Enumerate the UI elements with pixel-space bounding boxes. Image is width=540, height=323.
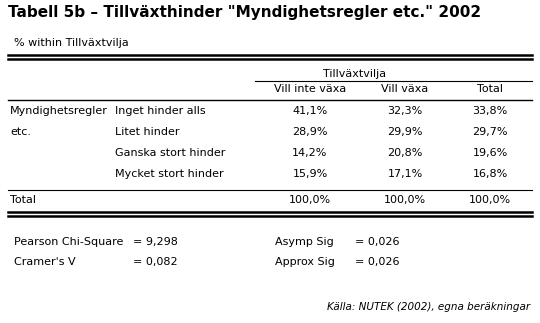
Text: Mycket stort hinder: Mycket stort hinder [115, 169, 224, 179]
Text: = 0,082: = 0,082 [133, 257, 178, 267]
Text: Vill växa: Vill växa [381, 84, 429, 94]
Text: 32,3%: 32,3% [387, 106, 423, 116]
Text: Total: Total [10, 195, 36, 205]
Text: 100,0%: 100,0% [384, 195, 426, 205]
Text: % within Tillväxtvilja: % within Tillväxtvilja [14, 38, 129, 48]
Text: Källa: NUTEK (2002), egna beräkningar: Källa: NUTEK (2002), egna beräkningar [327, 302, 530, 312]
Text: 19,6%: 19,6% [472, 148, 508, 158]
Text: 14,2%: 14,2% [292, 148, 328, 158]
Text: 33,8%: 33,8% [472, 106, 508, 116]
Text: Ganska stort hinder: Ganska stort hinder [115, 148, 225, 158]
Text: Vill inte växa: Vill inte växa [274, 84, 346, 94]
Text: Cramer's V: Cramer's V [14, 257, 76, 267]
Text: Asymp Sig: Asymp Sig [275, 237, 334, 247]
Text: 28,9%: 28,9% [292, 127, 328, 137]
Text: 20,8%: 20,8% [387, 148, 423, 158]
Text: Tillväxtvilja: Tillväxtvilja [323, 69, 387, 79]
Text: Inget hinder alls: Inget hinder alls [115, 106, 206, 116]
Text: Approx Sig: Approx Sig [275, 257, 335, 267]
Text: = 9,298: = 9,298 [133, 237, 178, 247]
Text: 16,8%: 16,8% [472, 169, 508, 179]
Text: = 0,026: = 0,026 [355, 237, 400, 247]
Text: 100,0%: 100,0% [289, 195, 331, 205]
Text: 100,0%: 100,0% [469, 195, 511, 205]
Text: Tabell 5b – Tillväxthinder "Myndighetsregler etc." 2002: Tabell 5b – Tillväxthinder "Myndighetsre… [8, 5, 481, 20]
Text: Myndighetsregler: Myndighetsregler [10, 106, 108, 116]
Text: 29,7%: 29,7% [472, 127, 508, 137]
Text: 41,1%: 41,1% [292, 106, 328, 116]
Text: 29,9%: 29,9% [387, 127, 423, 137]
Text: 17,1%: 17,1% [387, 169, 423, 179]
Text: Total: Total [477, 84, 503, 94]
Text: = 0,026: = 0,026 [355, 257, 400, 267]
Text: etc.: etc. [10, 127, 31, 137]
Text: Litet hinder: Litet hinder [115, 127, 179, 137]
Text: 15,9%: 15,9% [292, 169, 328, 179]
Text: Pearson Chi-Square: Pearson Chi-Square [14, 237, 123, 247]
